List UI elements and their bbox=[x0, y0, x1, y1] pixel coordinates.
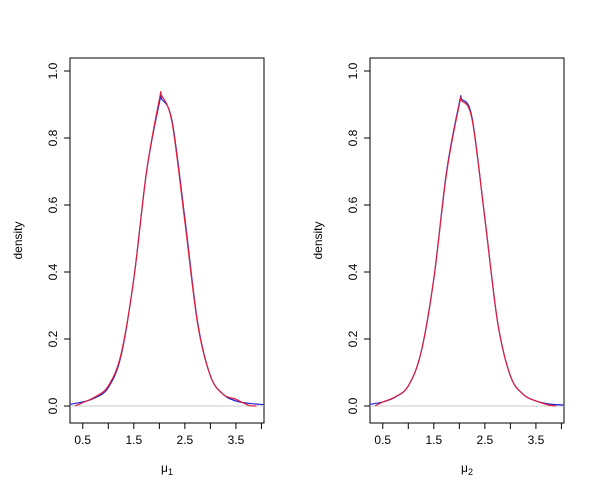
y-tick-label: 0.0 bbox=[46, 397, 60, 414]
density-line-blue bbox=[70, 94, 264, 406]
x-axis-label-subscript: 2 bbox=[468, 467, 473, 477]
y-tick-label: 0.6 bbox=[346, 196, 360, 213]
y-tick-label: 0.0 bbox=[346, 397, 360, 414]
x-tick-label: 2.5 bbox=[477, 433, 494, 447]
x-tick-label: 1.5 bbox=[425, 433, 442, 447]
y-tick-label: 0.4 bbox=[46, 263, 60, 280]
x-tick-label: 0.5 bbox=[74, 433, 91, 447]
y-tick-label: 1.0 bbox=[346, 62, 360, 79]
x-axis-label: μ2 bbox=[461, 461, 473, 477]
density-line-blue bbox=[370, 95, 564, 406]
plot-frame bbox=[69, 57, 265, 424]
y-tick-label: 0.6 bbox=[46, 196, 60, 213]
x-axis-label-symbol: μ bbox=[161, 461, 168, 475]
panel-mu2: 0.0 0.2 0.4 0.6 0.8 1.0 0.5 1.5 2.5 3.5 density μ2 bbox=[311, 57, 565, 477]
y-axis-label: density bbox=[11, 221, 25, 259]
density-line-red bbox=[74, 91, 257, 407]
y-tick-label: 0.8 bbox=[46, 129, 60, 146]
y-axis-label: density bbox=[311, 221, 325, 259]
x-tick-label: 2.5 bbox=[177, 433, 194, 447]
y-tick-label: 0.2 bbox=[46, 330, 60, 347]
y-tick-label: 0.4 bbox=[346, 263, 360, 280]
density-line-red bbox=[374, 96, 557, 407]
x-tick-label: 1.5 bbox=[125, 433, 142, 447]
y-tick-label: 1.0 bbox=[46, 62, 60, 79]
plot-frame bbox=[369, 57, 565, 424]
x-axis-label-subscript: 1 bbox=[168, 467, 173, 477]
y-tick-label: 0.8 bbox=[346, 129, 360, 146]
x-tick-label: 0.5 bbox=[374, 433, 391, 447]
x-tick-label: 3.5 bbox=[228, 433, 245, 447]
x-axis-label-symbol: μ bbox=[461, 461, 468, 475]
y-tick-label: 0.2 bbox=[346, 330, 360, 347]
panel-mu1: 0.0 0.2 0.4 0.6 0.8 1.0 0.5 1.5 2.5 3.5 density μ1 bbox=[11, 57, 265, 477]
x-axis-label: μ1 bbox=[161, 461, 173, 477]
x-tick-label: 3.5 bbox=[528, 433, 545, 447]
